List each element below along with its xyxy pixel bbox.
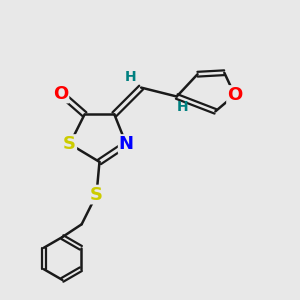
Text: S: S <box>63 135 76 153</box>
Text: O: O <box>227 86 242 104</box>
Text: H: H <box>125 70 136 84</box>
Text: H: H <box>177 100 188 114</box>
Text: O: O <box>53 85 68 103</box>
Text: S: S <box>90 186 103 204</box>
Text: N: N <box>119 135 134 153</box>
